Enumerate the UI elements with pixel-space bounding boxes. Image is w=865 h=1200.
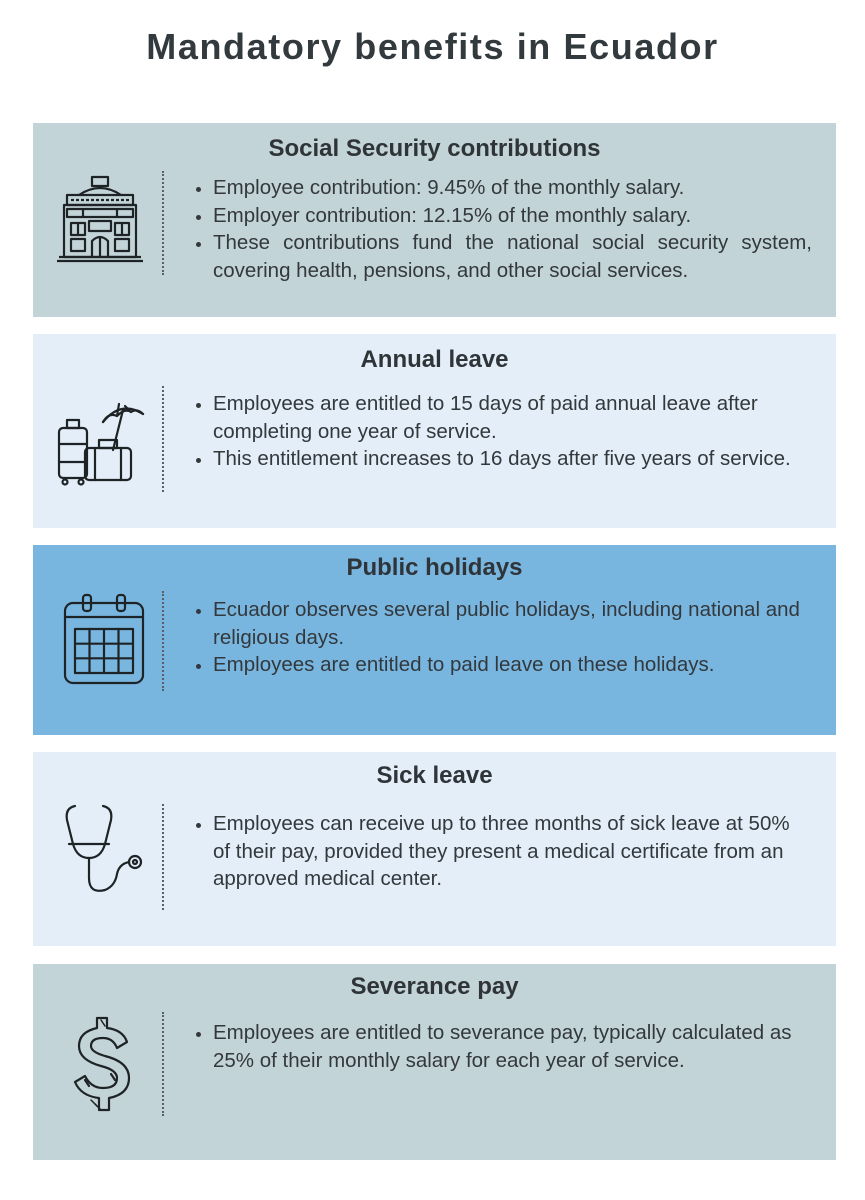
card-public-holidays: Public holidays Ecuador observes several… — [33, 545, 836, 735]
dotted-divider — [162, 1012, 164, 1116]
list-item: Employees are entitled to 15 days of pai… — [213, 390, 812, 445]
list-item: This entitlement increases to 16 days af… — [213, 445, 812, 473]
bullet-list: Employee contribution: 9.45% of the mont… — [191, 174, 812, 284]
list-item: Employees are entitled to severance pay,… — [213, 1019, 812, 1074]
bullet-list: Ecuador observes several public holidays… — [191, 596, 812, 679]
card-sick-leave: Sick leave Employees can receive up to t… — [33, 752, 836, 946]
card-title: Sick leave — [376, 762, 493, 789]
bullet-list: Employees are entitled to severance pay,… — [191, 1019, 812, 1074]
card-title: Public holidays — [346, 554, 523, 581]
card-social-security: Social Security contributions Employee c… — [33, 123, 836, 317]
list-item: Employee contribution: 9.45% of the mont… — [213, 174, 812, 202]
bullet-list: Employees are entitled to 15 days of pai… — [191, 390, 812, 473]
stethoscope-icon — [51, 800, 151, 900]
bullet-list: Employees can receive up to three months… — [191, 810, 812, 893]
dotted-divider — [162, 591, 164, 691]
dollar-sign-icon — [51, 1014, 151, 1114]
dotted-divider — [162, 171, 164, 275]
list-item: Employer contribution: 12.15% of the mon… — [213, 202, 812, 230]
luggage-umbrella-icon — [51, 392, 151, 492]
card-severance-pay: Severance pay Employees are entitled to … — [33, 964, 836, 1160]
list-item: Employees are entitled to paid leave on … — [213, 651, 812, 679]
card-title: Annual leave — [360, 346, 509, 373]
card-annual-leave: Annual leave Employees are entitled to 1… — [33, 334, 836, 528]
dotted-divider — [162, 804, 164, 910]
list-item: Employees can receive up to three months… — [213, 810, 812, 893]
card-title: Severance pay — [350, 973, 519, 1000]
government-building-icon — [51, 173, 151, 273]
dotted-divider — [162, 386, 164, 492]
list-item: These contributions fund the national so… — [213, 229, 812, 284]
card-title: Social Security contributions — [268, 135, 601, 162]
page-title: Mandatory benefits in Ecuador — [146, 26, 719, 67]
list-item: Ecuador observes several public holidays… — [213, 596, 812, 651]
calendar-icon — [51, 591, 151, 691]
